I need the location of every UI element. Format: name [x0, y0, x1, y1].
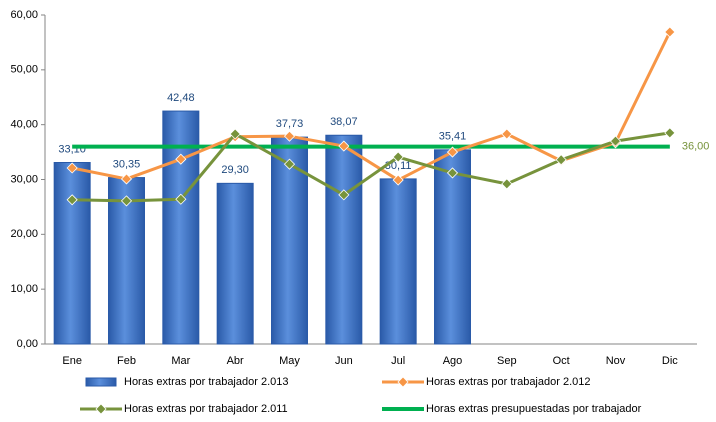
x-tick-label: Dic [662, 355, 678, 367]
bar-value-label: 38,07 [330, 116, 358, 128]
line [72, 131, 671, 203]
x-tick-label: Feb [117, 355, 136, 367]
line-marker [664, 127, 676, 139]
bar-value-label: 29,30 [221, 164, 249, 176]
x-tick-label: Oct [553, 355, 570, 367]
y-tick-label: 0,00 [17, 338, 38, 350]
line-marker [120, 195, 133, 207]
budget-label: 36,00 [682, 141, 710, 153]
bar [216, 182, 254, 345]
line-marker [446, 167, 459, 179]
x-tick-label: Ago [443, 355, 463, 367]
bar [325, 134, 363, 345]
y-tick-label: 20,00 [10, 228, 38, 240]
line-marker [664, 26, 676, 38]
line [71, 31, 672, 182]
bar-value-label: 37,73 [276, 118, 304, 130]
x-tick-label: Jun [335, 355, 353, 367]
x-tick-label: Mar [171, 355, 190, 367]
line-marker [120, 173, 133, 185]
y-tick-label: 60,00 [10, 9, 38, 21]
y-tick-label: 10,00 [10, 283, 38, 295]
y-tick-label: 30,00 [10, 173, 38, 185]
bar [162, 110, 200, 345]
bar [53, 162, 91, 345]
bar-value-label: 42,48 [167, 92, 195, 104]
line-marker [609, 135, 622, 147]
bar-value-label: 35,41 [439, 131, 467, 143]
x-tick-label: Nov [606, 355, 626, 367]
bar [434, 149, 471, 345]
legend-label: Horas extras por trabajador 2.012 [426, 376, 590, 388]
line-marker [175, 153, 187, 165]
line-marker [229, 128, 241, 140]
line-marker [501, 178, 513, 190]
line-marker [555, 154, 567, 166]
line-marker [66, 194, 78, 206]
line-marker [283, 158, 296, 170]
legend-label: Horas extras por trabajador 2.013 [124, 376, 288, 388]
line-marker [338, 189, 350, 201]
line-marker [392, 151, 404, 163]
x-tick-label: Ene [62, 355, 82, 367]
legend-label: Horas extras por trabajador 2.011 [124, 403, 288, 415]
legend-marker [95, 403, 107, 415]
legend-swatch [85, 377, 117, 387]
line-marker [175, 193, 187, 205]
legend-marker [397, 376, 409, 388]
x-tick-label: Sep [497, 355, 517, 367]
x-tick-label: Abr [227, 355, 244, 367]
line-marker [501, 128, 513, 140]
line-marker [66, 162, 78, 174]
y-tick-label: 50,00 [10, 64, 38, 76]
line-marker [338, 140, 350, 152]
y-tick-label: 40,00 [10, 119, 38, 131]
line-marker [446, 146, 459, 158]
legend-label: Horas extras presupuestadas por trabajad… [426, 403, 642, 415]
x-tick-label: May [279, 355, 300, 367]
bar [379, 178, 417, 345]
bar-value-label: 30,35 [113, 158, 141, 170]
x-tick-label: Jul [391, 355, 405, 367]
line-marker [392, 174, 404, 186]
line-marker [283, 130, 296, 142]
